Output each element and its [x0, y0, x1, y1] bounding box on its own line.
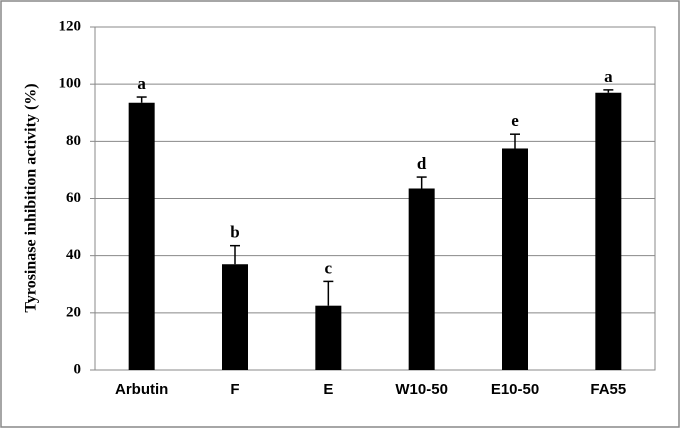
y-tick-label: 120 [59, 18, 82, 34]
bar [128, 102, 155, 370]
bar [502, 148, 528, 370]
y-tick-label: 0 [74, 361, 82, 377]
x-tick-label: E [323, 381, 333, 398]
y-tick-label: 40 [66, 247, 81, 263]
bar [408, 188, 435, 370]
x-tick-label: Arbutin [115, 381, 168, 398]
bar [222, 264, 248, 370]
significance-letter: e [511, 111, 519, 130]
bar [595, 92, 622, 370]
y-tick-label: 80 [66, 133, 81, 149]
y-axis-label: Tyrosinase inhibition activity (%) [23, 83, 40, 312]
y-tick-label: 100 [59, 76, 82, 92]
significance-letter: d [417, 154, 427, 173]
x-tick-label: F [230, 381, 239, 398]
x-tick-label: E10-50 [491, 381, 539, 398]
x-tick-label: FA55 [590, 381, 626, 398]
significance-letter: a [604, 67, 613, 86]
plot-border [94, 26, 656, 371]
significance-letter: b [230, 223, 239, 242]
y-tick-label: 20 [66, 304, 81, 320]
significance-letter: c [325, 258, 333, 277]
y-tick-label: 60 [66, 190, 81, 206]
significance-letter: a [137, 74, 146, 93]
bar [315, 305, 342, 370]
x-tick-label: W10-50 [395, 381, 448, 398]
